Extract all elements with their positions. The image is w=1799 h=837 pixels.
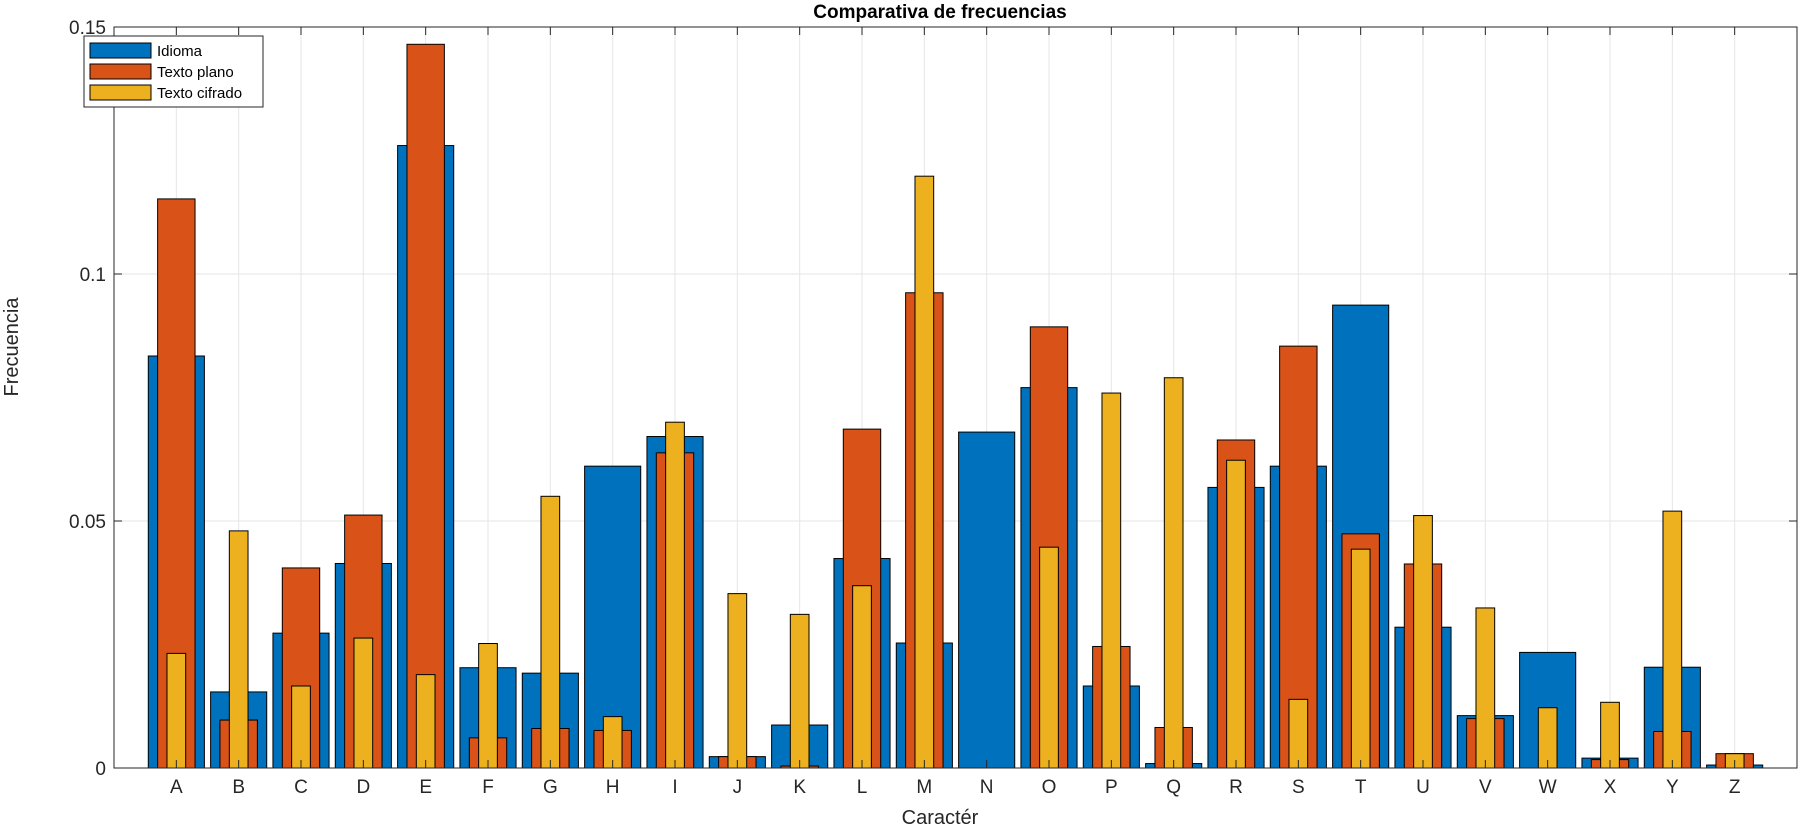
x-tick-label-J: J <box>733 777 743 798</box>
x-tick-label-A: A <box>170 777 183 798</box>
legend: Idioma Texto plano Texto cifrado <box>83 35 264 108</box>
y-axis-label: Frecuencia <box>1 297 23 397</box>
bar-texto-cifrado-V <box>1475 607 1496 769</box>
x-tick-label-E: E <box>419 777 432 798</box>
legend-label-texto-plano: Texto plano <box>157 64 234 81</box>
bar-texto-cifrado-X <box>1600 701 1620 769</box>
legend-swatch-texto-cifrado <box>89 84 152 101</box>
x-tick-label-O: O <box>1042 777 1057 798</box>
bar-texto-cifrado-U <box>1413 515 1433 769</box>
bar-texto-cifrado-B <box>228 530 249 769</box>
bar-texto-cifrado-W <box>1537 707 1558 769</box>
legend-swatch-idioma <box>89 42 152 59</box>
y-tick-label-1: 0.05 <box>69 512 106 533</box>
x-tick-label-Z: Z <box>1729 777 1741 798</box>
bar-texto-cifrado-O <box>1039 546 1059 769</box>
bar-texto-cifrado-F <box>478 643 498 769</box>
bar-texto-cifrado-A <box>166 652 187 769</box>
x-tick-label-V: V <box>1479 777 1492 798</box>
bar-texto-cifrado-M <box>914 175 935 769</box>
x-tick-label-W: W <box>1539 777 1557 798</box>
x-tick-label-U: U <box>1416 777 1430 798</box>
bars <box>147 43 1764 769</box>
bar-texto-plano-E <box>406 43 445 769</box>
bar-idioma-N <box>958 431 1016 769</box>
x-tick-label-D: D <box>356 777 370 798</box>
tick-labels: A B C D E F G H I J K L M N O P Q R S T U V W X Y Z 0 0.05 0.1 0.15 <box>69 18 1741 798</box>
x-tick-label-B: B <box>232 777 245 798</box>
x-tick-label-X: X <box>1604 777 1617 798</box>
bar-texto-plano-S <box>1279 345 1318 769</box>
plot-frame <box>113 26 1798 769</box>
x-tick-label-S: S <box>1292 777 1305 798</box>
legend-label-idioma: Idioma <box>157 43 203 60</box>
axes <box>113 26 1798 769</box>
legend-swatch-texto-plano <box>89 63 152 80</box>
bar-texto-cifrado-L <box>852 585 872 769</box>
bar-texto-cifrado-S <box>1288 698 1309 769</box>
x-tick-label-M: M <box>916 777 932 798</box>
bar-texto-cifrado-C <box>291 685 311 769</box>
x-tick-label-H: H <box>606 777 620 798</box>
bar-texto-cifrado-K <box>789 613 810 769</box>
y-tick-label-0: 0 <box>95 759 106 780</box>
x-tick-label-G: G <box>543 777 558 798</box>
x-tick-label-R: R <box>1229 777 1243 798</box>
bar-texto-cifrado-Y <box>1662 510 1683 769</box>
y-tick-label-3: 0.15 <box>69 18 106 39</box>
x-tick-label-K: K <box>793 777 806 798</box>
bar-texto-cifrado-R <box>1226 459 1246 769</box>
bar-texto-cifrado-Q <box>1163 377 1184 769</box>
x-tick-label-N: N <box>980 777 994 798</box>
bar-texto-cifrado-G <box>540 495 561 769</box>
x-tick-label-P: P <box>1105 777 1118 798</box>
bar-texto-cifrado-T <box>1350 548 1371 769</box>
bar-texto-cifrado-E <box>415 674 436 769</box>
bar-texto-cifrado-P <box>1101 392 1122 769</box>
bar-texto-cifrado-J <box>727 593 748 769</box>
x-tick-label-T: T <box>1355 777 1367 798</box>
bar-texto-cifrado-D <box>353 637 374 769</box>
x-axis-label: Caractér <box>902 807 979 829</box>
x-tick-label-I: I <box>672 777 677 798</box>
x-tick-label-L: L <box>857 777 868 798</box>
chart-title: Comparativa de frecuencias <box>813 2 1066 23</box>
legend-label-texto-cifrado: Texto cifrado <box>157 85 242 102</box>
y-tick-label-2: 0.1 <box>80 265 106 286</box>
x-tick-label-Q: Q <box>1166 777 1181 798</box>
x-tick-label-C: C <box>294 777 308 798</box>
bar-texto-cifrado-I <box>665 421 685 769</box>
x-tick-label-Y: Y <box>1666 777 1679 798</box>
x-tick-label-F: F <box>482 777 494 798</box>
